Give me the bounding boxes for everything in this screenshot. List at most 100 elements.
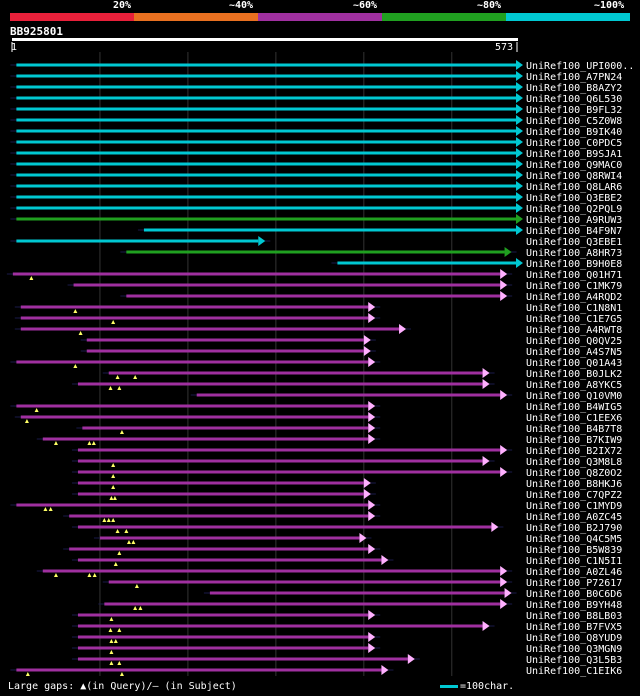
hit-label: UniRef100_A4S7N5 [526,347,622,358]
gap-marker [109,617,114,621]
hit-label: UniRef100_Q0QV25 [526,336,622,347]
identity-color-bar [10,13,630,21]
gap-marker [117,661,122,665]
hit-label: UniRef100_Q01A43 [526,358,622,369]
hit-label: UniRef100_UPI000.. [526,61,634,72]
hit-arrow [516,258,523,268]
hit-label: UniRef100_A7PN24 [526,72,622,83]
gap-marker [124,529,129,533]
gap-marker [92,573,97,577]
gap-marker [106,518,111,522]
hit-bar [86,338,364,342]
gap-marker [87,573,92,577]
hit-bar [12,272,501,276]
hit-label: UniRef100_B2J790 [526,523,622,534]
hit-label: UniRef100_C1EIK6 [526,666,622,677]
gap-marker [119,672,124,676]
color-segment-100 [506,13,630,21]
hit-bar [16,107,516,111]
hit-arrow [516,181,523,191]
gap-marker [115,529,120,533]
hit-arrow [516,126,523,136]
gap-marker [112,496,117,500]
hit-label: UniRef100_Q8RWI4 [526,171,622,182]
scale-label-20: 20% [113,0,132,11]
hit-label: UniRef100_B7KIW9 [526,435,622,446]
hit-label: UniRef100_A0ZL46 [526,567,622,578]
hit-bar [108,371,483,375]
hit-arrow [491,522,499,532]
hit-label: UniRef100_A0ZC45 [526,512,622,523]
hit-label: UniRef100_B8HKJ6 [526,479,622,490]
hit-label: UniRef100_Q01H71 [526,270,622,281]
gap-marker [78,331,83,335]
hit-bar [337,261,516,265]
hit-bar [77,382,483,386]
hit-arrow [516,159,523,169]
hit-label: UniRef100_B0C6D6 [526,589,622,600]
gap-marker [111,463,116,467]
hit-bar [16,217,516,221]
hit-bar [16,404,369,408]
hit-bar [77,657,408,661]
hit-bar [104,602,501,606]
hit-bar [20,305,369,309]
hit-bar [16,129,516,133]
hit-label: UniRef100_C1EEX6 [526,413,622,424]
hit-arrow [381,555,389,565]
hit-bar [126,294,501,298]
hit-bar [16,206,516,210]
hit-arrow [482,621,490,631]
gap-marker [53,441,58,445]
gap-marker [138,606,143,610]
gap-marker [34,408,39,412]
hit-arrow [516,148,523,158]
hit-label: UniRef100_Q4C5M5 [526,534,622,545]
scale-legend-bar [440,684,458,688]
ruler-end: 573 [495,42,514,53]
hit-label: UniRef100_B4F9N7 [526,226,622,237]
hit-arrow [368,632,376,642]
hit-arrow [500,280,508,290]
hit-bar [16,151,516,155]
hit-arrow [516,137,523,147]
hit-bar [82,426,369,430]
hit-arrow [500,269,508,279]
gap-marker [109,639,114,643]
hit-arrow [368,643,376,653]
hit-arrow [407,654,415,664]
gap-marker [117,386,122,390]
hit-label: UniRef100_Q8Z0O2 [526,468,622,479]
hit-bar [77,646,369,650]
hit-bar [69,547,369,551]
hit-bar [77,492,364,496]
hit-arrow [516,82,523,92]
hit-arrow [363,478,371,488]
hit-bar [16,74,516,78]
hit-arrow [516,93,523,103]
hit-arrow [359,533,367,543]
hit-label: UniRef100_Q6L530 [526,94,622,105]
hit-bar [77,470,501,474]
hit-bar [16,360,369,364]
color-segment-80 [382,13,506,21]
hit-label: UniRef100_A8YKC5 [526,380,622,391]
gap-marker [73,364,78,368]
scale-label-60: ~60% [353,0,378,11]
hit-label: UniRef100_C1MYD9 [526,501,622,512]
hit-label: UniRef100_Q3MGN9 [526,644,622,655]
scale-label-100: ~100% [594,0,625,11]
hit-arrow [516,104,523,114]
hit-bar [42,569,501,573]
hit-label: UniRef100_C5Z0W8 [526,116,622,127]
query-bar [12,38,518,41]
hit-label: UniRef100_B4WIG5 [526,402,622,413]
gap-marker [115,375,120,379]
hit-bar [108,580,501,584]
hit-bar [77,448,501,452]
gap-marker [133,375,138,379]
hit-arrow [368,313,376,323]
hit-bar [20,327,400,331]
hit-label: UniRef100_B9H0E8 [526,259,622,270]
